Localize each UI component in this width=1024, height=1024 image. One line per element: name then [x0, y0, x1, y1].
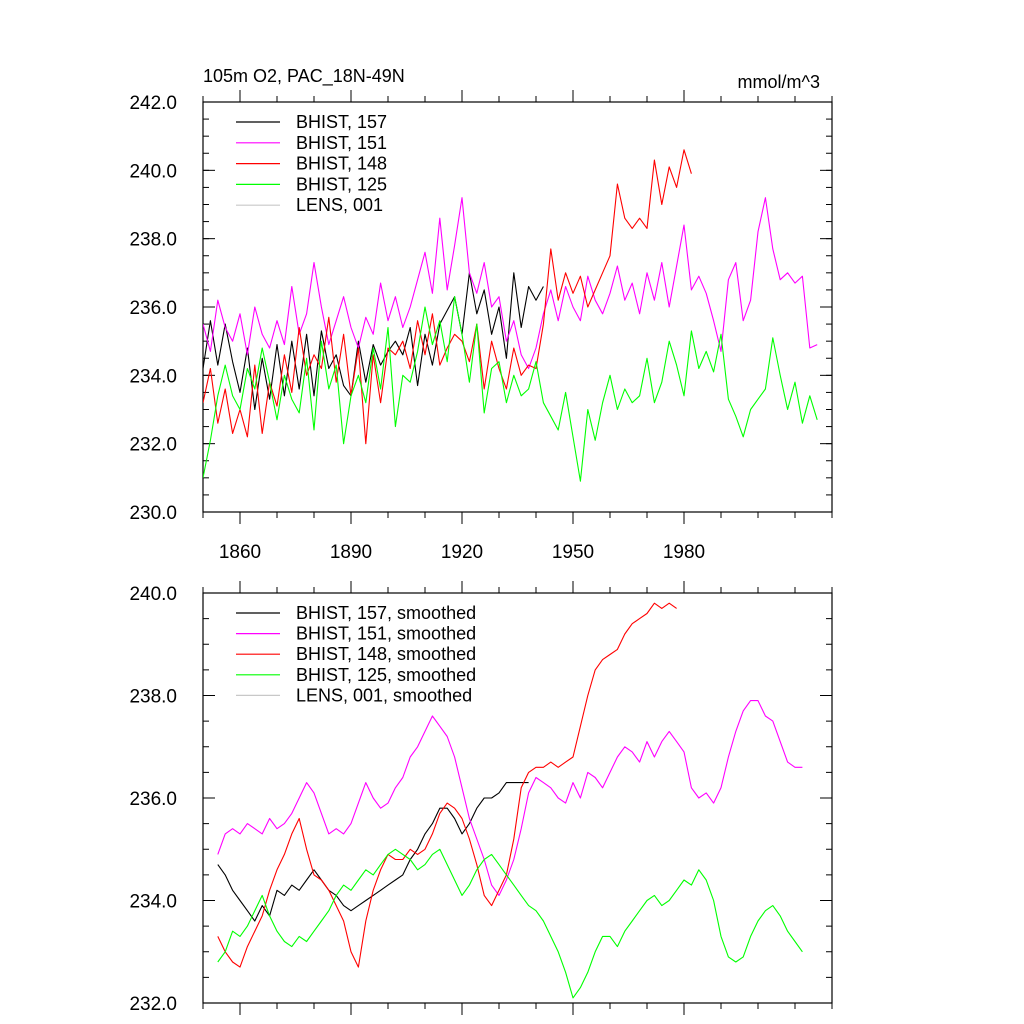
figure-title: 105m O2, PAC_18N-49N — [203, 66, 405, 87]
y-tick-label: 242.0 — [129, 93, 177, 114]
y-tick-label: 238.0 — [129, 687, 177, 708]
legend-label: BHIST, 125 — [296, 174, 387, 194]
y-tick-label: 230.0 — [129, 503, 177, 524]
series-line-bhist-151 — [203, 197, 818, 370]
bottom-panel-smoothed: 232.0 234.0 236.0 238.0 240.0 BHIST, 157, smo… — [129, 581, 833, 1015]
series-line-bhist-148 — [203, 149, 692, 445]
y-tick-label: 236.0 — [129, 298, 177, 319]
y-tick-label: 232.0 — [129, 435, 177, 456]
series-line-bhist-125-smoothed — [217, 848, 803, 999]
y-tick-label: 240.0 — [129, 161, 177, 182]
y-tick-label: 236.0 — [129, 789, 177, 810]
series-line-bhist-125 — [203, 296, 818, 482]
series-line-bhist-157 — [203, 272, 544, 411]
legend-label: LENS, 001 — [296, 195, 383, 215]
x-tick-label: 1980 — [663, 542, 705, 563]
y-tick-label: 238.0 — [129, 230, 177, 251]
top-panel-raw: 230.0 232.0 234.0 236.0 238.0 240.0 242.0 1860 1… — [129, 90, 833, 563]
x-tick-label: 1860 — [219, 542, 261, 563]
y-tick-label: 234.0 — [129, 892, 177, 913]
x-tick-label: 1890 — [330, 542, 372, 563]
y-tick-label: 232.0 — [129, 994, 177, 1015]
series-line-bhist-148-smoothed — [217, 602, 677, 968]
figure-units: mmol/m^3 — [738, 72, 820, 92]
legend-label: BHIST, 148, smoothed — [296, 644, 476, 664]
x-tick-label: 1950 — [552, 542, 594, 563]
y-tick-label: 240.0 — [129, 584, 177, 605]
series-line-bhist-151-smoothed — [217, 700, 803, 896]
y-tick-label: 234.0 — [129, 366, 177, 387]
legend-label: BHIST, 148 — [296, 154, 387, 174]
legend-label: BHIST, 157 — [296, 112, 387, 132]
legend-label: LENS, 001, smoothed — [296, 685, 472, 705]
legend-label: BHIST, 125, smoothed — [296, 665, 476, 685]
x-tick-label: 1920 — [441, 542, 483, 563]
legend-label: BHIST, 151 — [296, 133, 387, 153]
legend-label: BHIST, 157, smoothed — [296, 603, 476, 623]
legend-label: BHIST, 151, smoothed — [296, 624, 476, 644]
